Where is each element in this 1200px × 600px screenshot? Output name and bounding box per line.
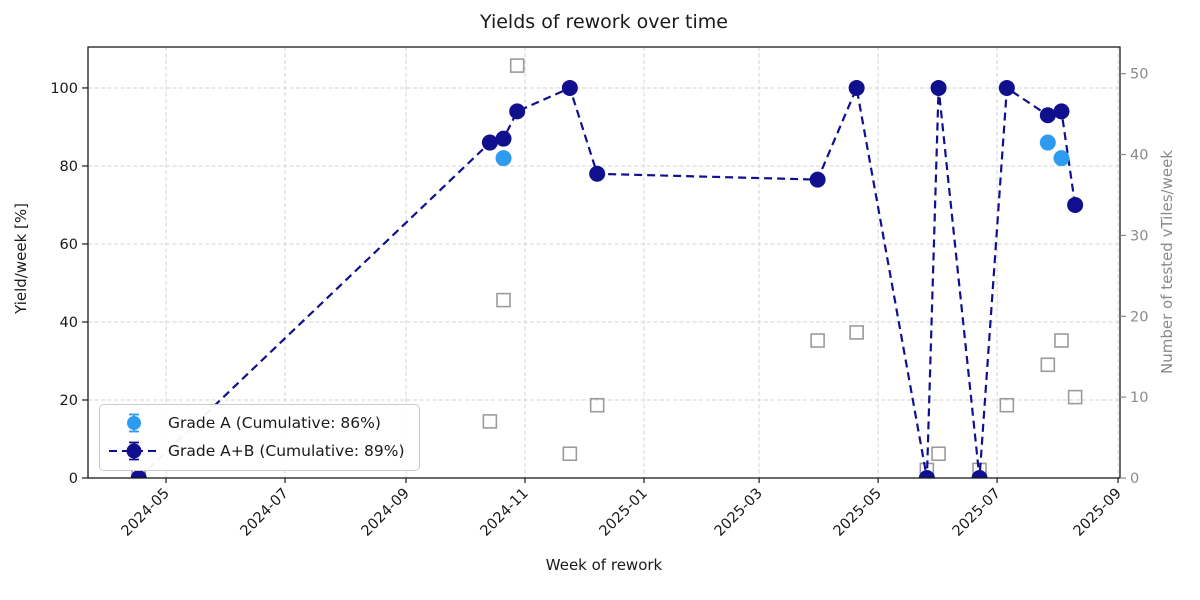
y-right-tick-label: 20 [1130,309,1148,325]
legend-item-grade-a: Grade A (Cumulative: 86%) [108,410,405,436]
y-axis-left-label: Yield/week [%] [12,203,30,314]
grade-a-plus-b-point [998,79,1015,96]
x-tick-label: 2025-09 [1071,486,1125,540]
grade-a-plus-b-point [809,171,826,188]
x-tick-label: 2025-03 [712,486,766,540]
y-left-tick-label: 0 [69,471,78,487]
grade-a-plus-b-point [509,103,526,120]
y-right-tick-label: 50 [1130,67,1148,83]
grade-a-plus-b-marker-icon [109,441,159,461]
y-left-tick-label: 40 [60,315,78,331]
grade-a-plus-b-line [137,84,1077,478]
grade-a-plus-b-point [561,79,578,96]
tested-vtiles-point [1054,333,1069,348]
tested-vtiles-point [999,397,1015,413]
y-right-tick-label: 40 [1130,148,1148,164]
x-tick-label: 2025-01 [597,486,651,540]
y-left-tick-label: 80 [60,159,78,175]
tested-vtiles-point [1067,389,1083,405]
y-right-tick-label: 30 [1130,228,1148,244]
grade-a-plus-b-point [495,130,512,147]
grade-a-point [1039,134,1056,151]
tested-vtiles-point [810,333,825,348]
grade-a-plus-b-point [971,470,988,478]
legend-label-grade-a-plus-b: Grade A+B (Cumulative: 89%) [168,442,405,460]
x-tick-label: 2025-05 [831,486,885,540]
y-right-tick-label: 0 [1130,471,1139,487]
legend: Grade A (Cumulative: 86%) Grade A+B (Cum… [99,404,420,471]
tested-vtiles-point [496,292,511,308]
tested-vtiles-point [482,414,498,429]
gridlines [88,47,1120,478]
x-tick-label: 2024-07 [238,486,292,540]
y-left-tick-label: 100 [50,81,78,97]
plot-border [87,46,1121,479]
grade-a-plus-b-point [1039,107,1056,124]
series-grade-a-plus-b [130,79,1084,478]
y-left-tick-label: 60 [60,237,78,253]
x-tick-label: 2024-11 [478,486,532,540]
x-tick-label: 2025-07 [950,486,1004,540]
x-axis-label: Week of rework [545,556,663,574]
tested-vtiles-point [1040,357,1056,373]
chart-title: Yields of rework over time [480,11,728,33]
grade-a-point [495,150,512,167]
grade-a-plus-b-point [1067,196,1084,213]
tested-vtiles-point [509,58,525,73]
grade-a-plus-b-point [848,79,865,96]
grade-a-plus-b-point [481,134,498,151]
tested-vtiles-point [931,446,946,462]
grade-a-plus-b-point [589,165,606,182]
x-tick-label: 2024-09 [359,486,413,540]
tested-vtiles-point [589,397,605,413]
series-grade-a [495,134,1070,167]
y-left-tick-label: 20 [60,393,78,409]
grade-a-marker-icon [127,413,141,433]
grade-a-plus-b-point [130,470,147,478]
legend-item-grade-a-plus-b: Grade A+B (Cumulative: 89%) [108,438,405,464]
y-right-tick-label: 10 [1130,390,1148,406]
grade-a-plus-b-point [1053,103,1070,120]
legend-label-grade-a: Grade A (Cumulative: 86%) [168,414,381,432]
y-axis-right-label: Number of tested vTiles/week [1158,150,1176,374]
x-tick-label: 2024-05 [119,486,173,540]
grade-a-plus-b-point [930,79,947,96]
grade-a-plus-b-point [918,470,935,478]
series-tested-vtiles [131,58,1083,478]
tested-vtiles-point [562,446,578,462]
tested-vtiles-point [849,325,864,340]
grade-a-point [1053,150,1070,167]
